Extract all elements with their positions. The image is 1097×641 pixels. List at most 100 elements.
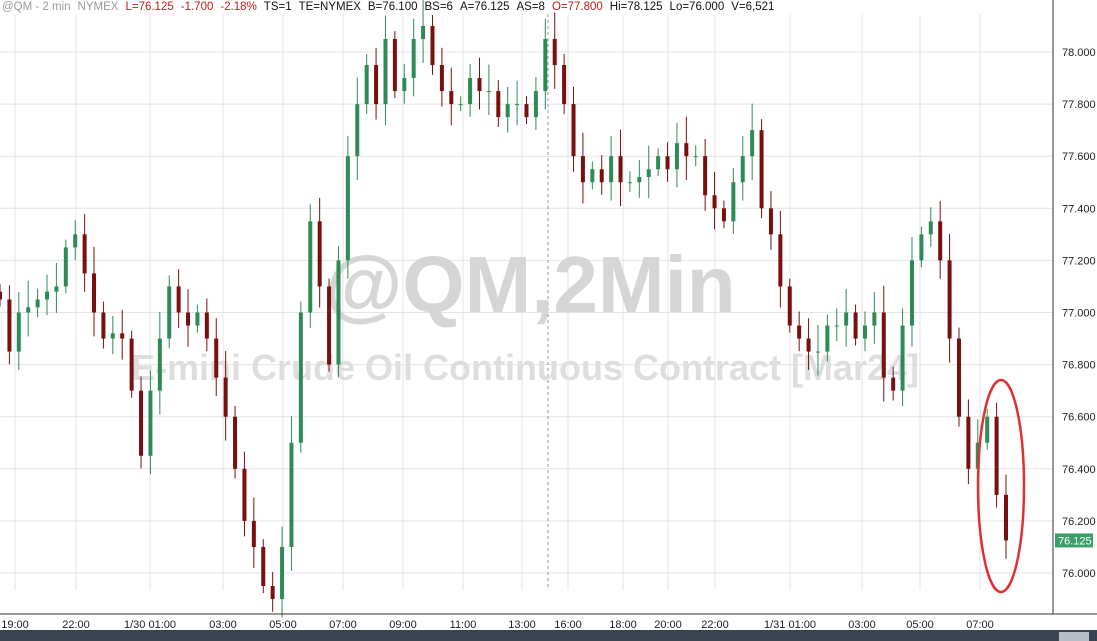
candle	[233, 405, 238, 479]
candle-body	[327, 286, 332, 365]
candle-body	[590, 169, 595, 183]
candle	[336, 246, 341, 378]
exchange: NYMEX	[77, 1, 119, 13]
candle	[872, 292, 877, 344]
candle-body	[35, 299, 40, 308]
candle-body	[110, 333, 115, 339]
candle-body	[242, 468, 247, 521]
candle-body	[458, 104, 463, 106]
trade-size: TS=1	[263, 1, 292, 13]
bid: B=76.100	[367, 1, 418, 13]
y-tick-label: 77.800	[1062, 99, 1096, 111]
candle-body	[928, 221, 933, 235]
candle	[609, 135, 614, 201]
x-tick-label: 13:00	[508, 619, 536, 630]
candle-body	[336, 260, 341, 365]
high: Hi=78.125	[609, 1, 663, 13]
candle	[1004, 474, 1008, 559]
candle	[505, 86, 510, 133]
candle-body	[421, 25, 426, 39]
candle-body	[627, 182, 632, 184]
candle-body	[834, 325, 839, 327]
candle	[543, 18, 548, 110]
candle-body	[214, 338, 219, 378]
candle	[515, 80, 520, 126]
candle	[374, 47, 379, 120]
candle	[703, 139, 708, 211]
candle	[844, 289, 849, 347]
candle-body	[449, 91, 454, 105]
candle	[656, 148, 661, 177]
candle	[646, 145, 651, 199]
candle	[195, 304, 200, 333]
candle	[787, 278, 792, 333]
candle	[186, 289, 191, 347]
candle	[7, 285, 12, 365]
candle-body	[270, 586, 275, 600]
candle-body	[317, 221, 322, 287]
y-tick-label: 76.400	[1062, 464, 1096, 476]
candle-body	[411, 38, 416, 79]
candle	[740, 135, 745, 201]
candle-body	[543, 38, 548, 92]
y-tick-label: 77.200	[1062, 255, 1096, 267]
candle-body	[740, 156, 745, 183]
annotation-ellipse	[976, 378, 1026, 594]
candle-body	[891, 377, 896, 391]
candle-body	[186, 312, 191, 326]
candle-body	[684, 143, 689, 157]
candle-body	[176, 286, 181, 313]
candle	[148, 370, 153, 475]
candle-body	[1004, 494, 1008, 541]
candle	[627, 171, 632, 193]
candle-body	[223, 377, 228, 417]
candle	[439, 47, 444, 107]
y-tick-label: 77.000	[1062, 308, 1096, 320]
net-change: -1.700	[180, 1, 214, 13]
candle	[110, 316, 115, 355]
candle-body	[947, 260, 952, 339]
ask-size: AS=8	[516, 1, 545, 13]
x-tick-label: 20:00	[654, 619, 682, 630]
watermark-symbol: @QM,2Min	[324, 240, 735, 329]
candle-body	[938, 221, 943, 261]
candle	[947, 233, 952, 363]
candle	[919, 226, 924, 268]
symbol: @QM - 2 min	[2, 1, 71, 13]
candle	[486, 64, 491, 115]
candle-body	[233, 416, 238, 469]
candle	[881, 285, 886, 402]
x-tick-label: 11:00	[450, 619, 477, 630]
candle	[496, 80, 501, 127]
y-tick-label: 76.800	[1062, 360, 1096, 372]
x-tick-label: 22:00	[701, 619, 729, 630]
candle	[966, 399, 971, 485]
candle-body	[674, 143, 679, 170]
candle	[157, 311, 162, 415]
candle-body	[139, 390, 144, 456]
candle	[35, 288, 40, 318]
candle-body	[825, 325, 830, 352]
candle	[571, 86, 576, 172]
candle	[552, 12, 557, 89]
candle-body	[665, 156, 670, 170]
candle	[458, 96, 463, 112]
candle-body	[364, 65, 369, 105]
candle	[92, 246, 97, 337]
candle	[797, 311, 802, 352]
quote-header: @QM - 2 min NYMEX L=76.125 -1.700 -2.18% TS=1…	[2, 1, 781, 13]
last-price: L=76.125	[125, 1, 174, 13]
x-tick-label: 07:00	[329, 619, 357, 630]
candle-body	[956, 338, 961, 417]
candle	[120, 309, 125, 360]
candle-body	[7, 299, 12, 352]
candle	[834, 308, 839, 341]
candle	[994, 402, 999, 508]
candle	[862, 311, 867, 352]
candle-body	[101, 312, 106, 339]
horizontal-scrollbar[interactable]	[0, 630, 1097, 641]
candle	[562, 54, 567, 114]
scrollbar-thumb[interactable]	[1059, 632, 1089, 641]
